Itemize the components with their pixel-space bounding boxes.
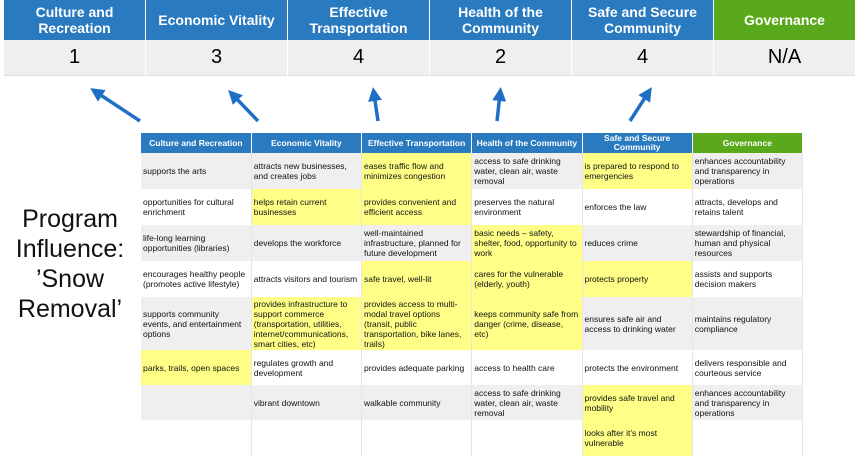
table-cell [141, 420, 252, 456]
category-score: 3 [146, 40, 288, 76]
table-cell: supports the arts [141, 153, 252, 189]
table-cell: access to safe drinking water, clean air… [471, 153, 583, 189]
table-cell: well-maintained infrastructure, planned … [361, 225, 473, 261]
table-cell: vibrant downtown [251, 385, 363, 420]
table-cell: enhances accountability and transparency… [692, 385, 804, 420]
table-cell: access to safe drinking water, clean air… [471, 385, 583, 420]
table-cell: is prepared to respond to emergencies [582, 153, 693, 189]
column-header: Culture and Recreation [141, 133, 252, 153]
table-row: supports the arts attracts new businesses… [141, 153, 804, 189]
table-row: life-long learning opportunities (librar… [141, 225, 804, 261]
table-cell: life-long learning opportunities (librar… [141, 225, 252, 261]
arrow-culture [90, 88, 141, 123]
table-cell: parks, trails, open spaces [141, 350, 252, 385]
table-cell: encourages healthy people (promotes acti… [141, 261, 252, 297]
table-cell: maintains regulatory compliance [692, 297, 804, 350]
arrow-health [492, 87, 507, 122]
category-score: 2 [430, 40, 572, 76]
column-header: Safe and Secure Community [582, 133, 693, 153]
table-cell: keeps community safe from danger (crime,… [471, 297, 583, 350]
category-score: N/A [714, 40, 856, 76]
table-cell: provides infrastructure to support comme… [251, 297, 363, 350]
table-cell [471, 420, 583, 456]
category-header: Effective Transportation [288, 0, 430, 40]
arrow-economic [228, 89, 260, 123]
score-grid: Culture and Recreation Economic Vitality E… [4, 0, 856, 76]
table-cell: safe travel, well-lit [361, 261, 473, 297]
table-cell [141, 385, 252, 420]
title-line: Removal’ [17, 295, 123, 323]
table-row: opportunities for cultural enrichment hel… [141, 189, 804, 225]
table-cell: walkable community [361, 385, 473, 420]
column-header: Governance [692, 133, 804, 153]
table-cell: attracts visitors and tourism [251, 261, 363, 297]
table-cell: develops the workforce [251, 225, 363, 261]
table-cell: provides adequate parking [361, 350, 473, 385]
table-row: looks after it’s most vulnerable [141, 420, 804, 456]
table-cell: provides convenient and efficient access [361, 189, 473, 225]
column-header: Effective Transportation [361, 133, 473, 153]
category-header: Safe and Secure Community [572, 0, 714, 40]
table-cell [251, 420, 363, 456]
category-header: Culture and Recreation [4, 0, 146, 40]
table-cell [692, 420, 804, 456]
table-cell: assists and supports decision makers [692, 261, 804, 297]
table-cell: provides access to multi-modal travel op… [361, 297, 473, 350]
table-cell: cares for the vulnerable (elderly, youth… [471, 261, 583, 297]
table-cell: delivers responsible and courteous servi… [692, 350, 804, 385]
table-cell: ensures safe air and access to drinking … [582, 297, 693, 350]
title-line: Influence: [15, 235, 125, 263]
category-header: Health of the Community [430, 0, 572, 40]
column-header: Health of the Community [471, 133, 583, 153]
table-cell: looks after it’s most vulnerable [582, 420, 693, 456]
program-influence-title: Program Influence: ’Snow Removal’ [0, 204, 140, 324]
table-cell: attracts new businesses, and creates job… [251, 153, 363, 189]
table-cell: protects property [582, 261, 693, 297]
table-cell: enhances accountability and transparency… [692, 153, 804, 189]
table-cell: helps retain current businesses [251, 189, 363, 225]
table-cell: reduces crime [582, 225, 693, 261]
category-score: 4 [572, 40, 714, 76]
column-header: Economic Vitality [251, 133, 363, 153]
table-row: supports community events, and entertain… [141, 297, 804, 350]
category-header: Economic Vitality [146, 0, 288, 40]
table-cell: basic needs – safety, shelter, food, opp… [471, 225, 583, 261]
table-cell: attracts, develops and retains talent [692, 189, 804, 225]
table-cell: access to health care [471, 350, 583, 385]
table-cell: protects the environment [582, 350, 693, 385]
table-cell: preserves the natural environment [471, 189, 583, 225]
category-header: Governance [714, 0, 856, 40]
table-header-row: Culture and Recreation Economic Vitality E… [141, 133, 804, 153]
category-score: 1 [4, 40, 146, 76]
arrow-safe [628, 87, 652, 122]
table-cell: eases traffic flow and minimizes congest… [361, 153, 473, 189]
title-line: Program [22, 205, 118, 233]
table-row: vibrant downtown walkable community access… [141, 385, 804, 420]
table-cell: opportunities for cultural enrichment [141, 189, 252, 225]
table-cell: supports community events, and entertain… [141, 297, 252, 350]
title-line: ’Snow [35, 265, 105, 293]
table-cell: enforces the law [582, 189, 693, 225]
table-cell: provides safe travel and mobility [582, 385, 693, 420]
table-cell: stewardship of financial, human and phys… [692, 225, 804, 261]
table-cell [361, 420, 473, 456]
arrow-transport [368, 87, 382, 122]
table-cell: regulates growth and development [251, 350, 363, 385]
table-row: parks, trails, open spaces regulates grow… [141, 350, 804, 385]
influence-table: Culture and Recreation Economic Vitality E… [141, 133, 804, 456]
category-score: 4 [288, 40, 430, 76]
table-row: encourages healthy people (promotes acti… [141, 261, 804, 297]
